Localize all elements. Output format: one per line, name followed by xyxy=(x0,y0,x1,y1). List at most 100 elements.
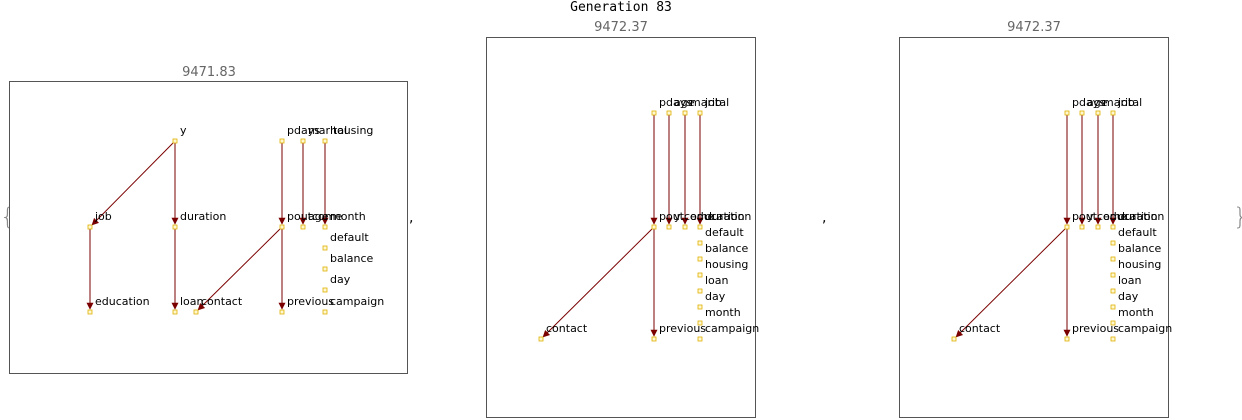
graph-1-node-label-poutcome: poutcome xyxy=(287,210,342,223)
graph-1-node-previous xyxy=(279,309,285,315)
graph-3-node-label-loan: loan xyxy=(1118,274,1142,287)
graph-1-node-label-loan: loan xyxy=(180,295,204,308)
graph-2-node-y xyxy=(666,224,672,230)
graph-1-node-marital xyxy=(300,138,306,144)
graph-2-node-day xyxy=(697,304,703,310)
graph-2-node-label-job: job xyxy=(704,96,722,109)
graph-2-frame xyxy=(486,37,756,418)
graph-1-node-label-contact: contact xyxy=(201,295,243,308)
graph-2-node-age xyxy=(666,110,672,116)
graph-2-node-label-balance: balance xyxy=(705,242,749,255)
graph-3-node-label-month: month xyxy=(1118,306,1154,319)
graph-2-node-loan xyxy=(697,288,703,294)
graph-1-node-label-education: education xyxy=(95,295,150,308)
graph-2-node-label-duration: duration xyxy=(705,210,751,223)
graph-3-node-label-campaign: campaign xyxy=(1118,322,1172,335)
graph-2-node-duration xyxy=(697,224,703,230)
graph-2-node-label-pdays: pdays xyxy=(659,96,692,109)
graph-3-node-day xyxy=(1110,304,1116,310)
graph-3-score: 9472.37 xyxy=(1007,20,1061,35)
graph-2-node-label-campaign: campaign xyxy=(705,322,759,335)
graph-2-node-contact xyxy=(538,336,544,342)
separator-1: , xyxy=(409,210,414,226)
graph-3-node-poutcome xyxy=(1064,224,1070,230)
graph-1-node-balance xyxy=(322,266,328,272)
graph-3-node-label-duration: duration xyxy=(1118,210,1164,223)
graph-1-node-duration xyxy=(172,224,178,230)
graph-1-node-label-month: month xyxy=(330,210,366,223)
graph-2-node-month xyxy=(697,320,703,326)
graph-2-node-label-month: month xyxy=(705,306,741,319)
graph-1-node-label-duration: duration xyxy=(180,210,226,223)
graph-2-node-label-loan: loan xyxy=(705,274,729,287)
graph-3-node-label-previous: previous xyxy=(1072,322,1119,335)
graph-3-node-label-pdays: pdays xyxy=(1072,96,1105,109)
graph-1-node-job xyxy=(87,224,93,230)
graph-1-frame xyxy=(9,81,408,374)
graph-2-node-campaign xyxy=(697,336,703,342)
graph-3-node-job xyxy=(1110,110,1116,116)
graph-1-node-day xyxy=(322,287,328,293)
graph-3-node-month xyxy=(1110,320,1116,326)
graph-2-node-label-previous: previous xyxy=(659,322,706,335)
graph-1-node-label-pdays: pdays xyxy=(287,124,320,137)
graph-3-node-default xyxy=(1110,240,1116,246)
graph-2-node-housing xyxy=(697,272,703,278)
graph-2-node-poutcome xyxy=(651,224,657,230)
graph-1-node-education xyxy=(87,309,93,315)
graph-3-node-marital xyxy=(1095,110,1101,116)
graph-3-frame xyxy=(899,37,1169,418)
graph-3-node-label-default: default xyxy=(1118,226,1157,239)
graph-3-node-label-marital: marital xyxy=(1103,96,1142,109)
graph-3-node-label-day: day xyxy=(1118,290,1139,303)
graph-1-node-age xyxy=(300,224,306,230)
graph-2-node-marital xyxy=(682,110,688,116)
graph-2-node-job xyxy=(697,110,703,116)
graph-1-node-label-day: day xyxy=(330,273,351,286)
graph-3-node-label-housing: housing xyxy=(1118,258,1161,271)
graph-1-edge-poutcome-contact xyxy=(197,226,283,311)
graph-1-node-label-age: age xyxy=(308,210,329,223)
graph-3-node-pdays xyxy=(1064,110,1070,116)
graph-2-score: 9472.37 xyxy=(594,20,648,35)
graph-2-node-label-marital: marital xyxy=(690,96,729,109)
graph-2-node-label-age: age xyxy=(674,96,695,109)
graph-1-node-label-balance: balance xyxy=(330,252,374,265)
graph-2-edge-poutcome-contact xyxy=(542,226,655,338)
graph-2-node-label-contact: contact xyxy=(546,322,588,335)
graph-3-edge-poutcome-contact xyxy=(955,226,1068,338)
graph-3-node-age xyxy=(1079,110,1085,116)
graph-1-node-campaign xyxy=(322,309,328,315)
graph-3-node-loan xyxy=(1110,288,1116,294)
graph-1-node-label-y: y xyxy=(180,124,187,137)
graph-3-node-y xyxy=(1079,224,1085,230)
graph-1-score: 9471.83 xyxy=(182,65,236,80)
graph-3-node-label-y: y xyxy=(1087,210,1094,223)
graph-1-node-label-marital: marital xyxy=(308,124,347,137)
graph-3-node-housing xyxy=(1110,272,1116,278)
graph-3-node-label-contact: contact xyxy=(959,322,1001,335)
graph-3-node-label-age: age xyxy=(1087,96,1108,109)
graph-3-node-label-poutcome: poutcome xyxy=(1072,210,1127,223)
graph-3-node-contact xyxy=(951,336,957,342)
graph-1-node-y xyxy=(172,138,178,144)
graph-3-node-previous xyxy=(1064,336,1070,342)
graph-3-node-duration xyxy=(1110,224,1116,230)
graph-2-node-label-y: y xyxy=(674,210,681,223)
graph-2-node-label-education: education xyxy=(690,210,745,223)
graph-1-node-month xyxy=(322,224,328,230)
graph-3-node-campaign xyxy=(1110,336,1116,342)
graph-1-node-pdays xyxy=(279,138,285,144)
separator-2: , xyxy=(822,210,827,226)
graph-2-node-balance xyxy=(697,256,703,262)
graph-1-node-label-previous: previous xyxy=(287,295,334,308)
graph-2-node-label-poutcome: poutcome xyxy=(659,210,714,223)
graph-3-node-education xyxy=(1095,224,1101,230)
graph-1-node-loan xyxy=(172,309,178,315)
graph-1-node-contact xyxy=(193,309,199,315)
graph-3-node-label-balance: balance xyxy=(1118,242,1162,255)
graph-3-node-balance xyxy=(1110,256,1116,262)
graph-1-node-label-housing: housing xyxy=(330,124,373,137)
graph-1-node-poutcome xyxy=(279,224,285,230)
graph-1-node-label-job: job xyxy=(94,210,112,223)
